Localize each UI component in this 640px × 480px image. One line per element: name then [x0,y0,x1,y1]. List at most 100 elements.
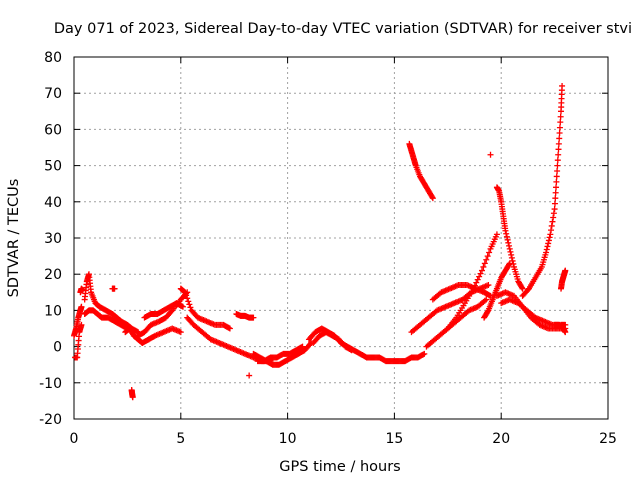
data-point [548,227,555,234]
data-point [508,251,515,258]
data-point [483,296,490,303]
data-point [480,263,487,270]
data-point [557,119,564,126]
y-tick-label: 50 [44,159,62,175]
y-tick-label: 70 [44,86,62,102]
series-spike-21-22.9 [519,82,566,299]
data-point [503,233,510,240]
data-point [524,286,531,293]
data-point [250,314,257,321]
data-point [182,289,189,296]
data-points [71,82,569,401]
data-point [556,135,563,142]
data-point [183,292,190,299]
series-rise-16.5-19 [423,296,490,350]
data-point [545,240,552,247]
data-point [556,130,563,137]
data-point [429,193,436,200]
series-arc-3.5-5b [145,325,184,343]
data-point [506,260,513,267]
data-point [554,168,561,175]
y-tick-label: 30 [44,231,62,247]
data-point [185,298,192,305]
data-point [545,237,552,244]
data-point [484,308,491,315]
series-pt-8.2 [246,372,253,379]
data-point [421,350,428,357]
data-point [547,231,554,238]
y-tick-label: 40 [44,195,62,211]
series-arc-0.5-3b [81,307,131,332]
data-point [476,273,483,280]
data-point [78,303,85,310]
data-point [548,222,555,229]
data-point [506,242,513,249]
data-point [226,325,233,332]
data-point [177,329,184,336]
y-tick-label: 0 [53,340,62,356]
y-tick-label: -10 [39,376,62,392]
data-point [554,157,561,164]
series-arc-0.5-3 [81,271,142,336]
series-hump-11-13b [310,329,355,354]
series-early-low [71,303,85,339]
data-point [557,113,564,120]
data-point [184,295,191,302]
series-rise-19.2-20.5 [481,260,513,321]
data-point [502,227,509,234]
y-tick-label: 10 [44,303,62,319]
data-point [473,279,480,286]
y-tick-label: 80 [44,50,62,66]
data-point [551,200,558,207]
data-point [552,195,559,202]
x-axis-label: GPS time / hours [279,459,400,475]
series-pt-1.8 [109,285,118,292]
data-point [503,230,510,237]
x-tick-label: 5 [176,431,185,447]
x-tick-label: 0 [70,431,79,447]
x-tick-label: 10 [279,431,297,447]
data-point [111,285,118,292]
series-end-22.8-23 [558,267,569,292]
data-point [559,82,566,89]
data-point [549,218,556,225]
series-end-22.5-23 [551,321,569,336]
data-point [487,151,494,158]
data-point [553,184,560,191]
grid-lines [74,57,608,419]
axis-ticks: 0 5 10 15 20 25 -20 -10 0 10 20 30 40 50 60 70 80 [39,50,617,447]
data-point [471,282,478,289]
data-point [543,249,550,256]
data-point [477,270,484,277]
data-point [485,282,492,289]
series-drop-15.7-16.8 [406,140,436,202]
data-point [550,210,557,217]
data-point [555,140,562,147]
data-point [550,214,557,221]
x-tick-label: 25 [599,431,617,447]
data-point [78,321,85,328]
data-point [553,173,560,180]
data-point [478,267,485,274]
series-low-2.7 [128,387,136,401]
data-point [551,206,558,213]
data-point [506,261,513,268]
x-tick-label: 15 [385,431,403,447]
data-point [307,341,314,348]
data-point [553,178,560,185]
data-point [486,249,493,256]
data-point [483,256,490,263]
series-rise-17.5-19.8 [444,231,500,332]
series-fall-19.8-21 [493,184,526,292]
series-flat-14-16 [370,350,428,365]
y-tick-label: 20 [44,267,62,283]
data-point [562,329,569,336]
data-point [474,276,481,283]
data-point [556,124,563,131]
data-point [168,308,175,315]
data-point [507,248,514,255]
data-point [179,303,186,310]
series-arc-5-7 [177,285,233,332]
data-point [552,189,559,196]
